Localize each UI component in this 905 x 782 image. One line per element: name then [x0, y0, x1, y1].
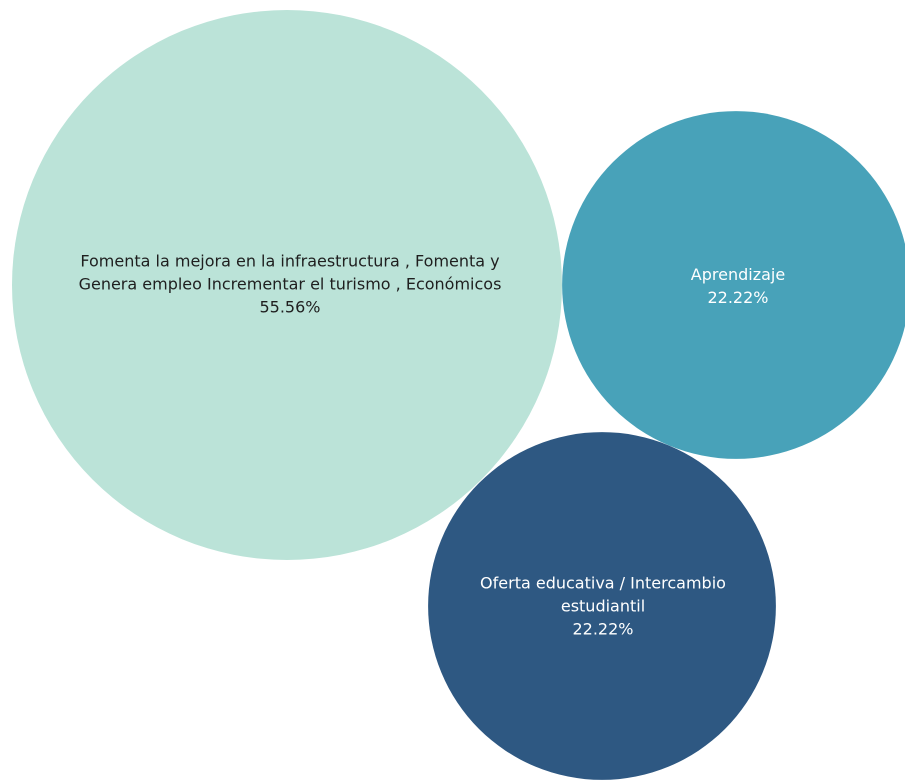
- bubble-3[interactable]: Oferta educativa / Intercambio estudianti…: [428, 432, 776, 780]
- bubble-2[interactable]: Aprendizaje 22.22%: [562, 111, 905, 459]
- bubble-value-label: 22.22%: [707, 288, 768, 307]
- bubble-1[interactable]: Fomenta la mejora en la infraestructura …: [12, 10, 562, 560]
- bubble-category-label: Genera empleo Incrementar el turismo , E…: [79, 275, 502, 294]
- bubble-category-label: Aprendizaje: [691, 265, 785, 284]
- bubble-category-label: Fomenta la mejora en la infraestructura …: [80, 252, 499, 271]
- bubble-category-label: estudiantil: [561, 597, 645, 616]
- bubble-circle[interactable]: [428, 432, 776, 780]
- bubble-circle[interactable]: [12, 10, 562, 560]
- bubble-value-label: 22.22%: [572, 620, 633, 639]
- bubble-category-label: Oferta educativa / Intercambio: [480, 574, 726, 593]
- bubble-circle[interactable]: [562, 111, 905, 459]
- bubble-value-label: 55.56%: [259, 298, 320, 317]
